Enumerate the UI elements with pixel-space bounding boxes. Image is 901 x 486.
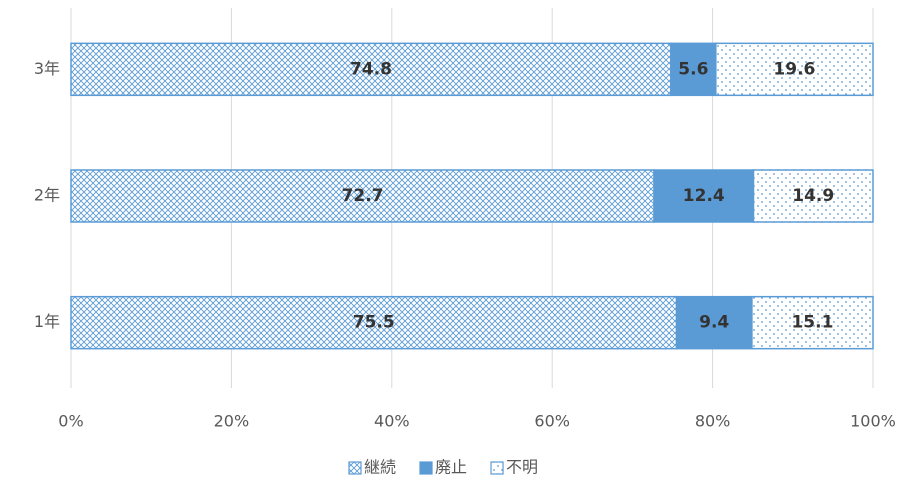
data-label: 15.1 <box>791 313 833 333</box>
bar-segment <box>715 42 874 97</box>
bar-segment <box>653 169 755 223</box>
x-tick-label: 20% <box>214 412 250 431</box>
x-tick-label: 40% <box>374 412 410 431</box>
data-label: 5.6 <box>678 59 708 79</box>
legend-label: 不明 <box>506 458 538 477</box>
data-label: 9.4 <box>699 313 729 333</box>
data-label: 19.6 <box>773 59 815 79</box>
x-tick-label: 80% <box>695 412 731 431</box>
legend-label: 廃止 <box>435 458 467 477</box>
x-tick-label: 0% <box>58 412 83 431</box>
bar-segment <box>70 169 655 223</box>
data-label: 75.5 <box>353 313 395 333</box>
data-label: 12.4 <box>683 186 725 206</box>
x-tick-label: 60% <box>534 412 570 431</box>
data-label: 74.8 <box>350 59 392 79</box>
y-tick-label: 1年 <box>34 312 60 331</box>
y-tick-label: 3年 <box>34 59 60 78</box>
legend-swatch <box>490 461 504 475</box>
legend-swatch <box>419 461 433 475</box>
bar-segment <box>751 295 874 350</box>
legend-swatch <box>348 461 362 475</box>
bar-segment <box>70 42 672 97</box>
x-tick-label: 100% <box>850 412 896 431</box>
y-tick-label: 2年 <box>34 186 60 205</box>
bar-segment <box>675 295 753 350</box>
bar-segment <box>752 169 874 223</box>
data-label: 14.9 <box>792 186 834 206</box>
legend-label: 継続 <box>364 458 396 477</box>
bar-segment <box>70 295 678 350</box>
data-label: 72.7 <box>342 186 384 206</box>
